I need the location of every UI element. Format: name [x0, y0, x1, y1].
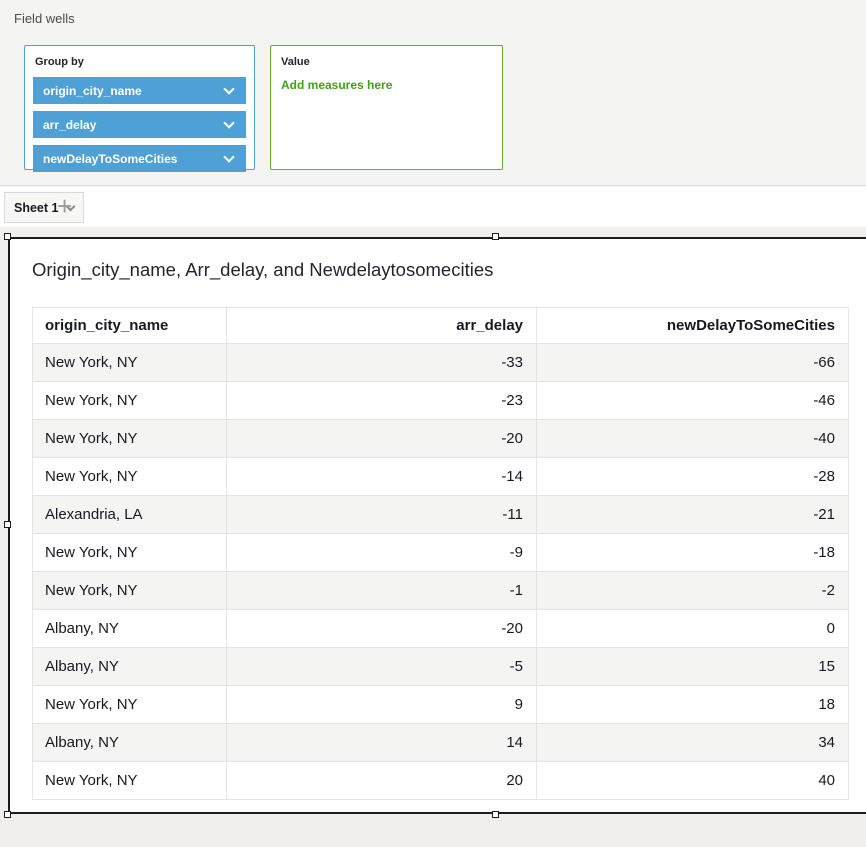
- field-pill-label: arr_delay: [43, 117, 97, 132]
- table-row: New York, NY 20 40: [32, 761, 849, 800]
- field-pill-label: origin_city_name: [43, 83, 142, 98]
- table-row: Alexandria, LA -11 -21: [32, 495, 849, 534]
- table-row: New York, NY -1 -2: [32, 571, 849, 610]
- cell-origin-city-name[interactable]: New York, NY: [32, 685, 227, 724]
- table-header-row: origin_city_name arr_delay newDelayToSom…: [32, 307, 849, 344]
- value-well[interactable]: Value Add measures here: [270, 45, 503, 170]
- cell-origin-city-name[interactable]: New York, NY: [32, 343, 227, 382]
- cell-arr-delay[interactable]: -33: [226, 343, 537, 382]
- cell-origin-city-name[interactable]: Albany, NY: [32, 723, 227, 762]
- table-row: New York, NY -9 -18: [32, 533, 849, 572]
- cell-arr-delay[interactable]: -23: [226, 381, 537, 420]
- field-pill-label: newDelayToSomeCities: [43, 151, 178, 166]
- cell-new-delay-to-some-cities[interactable]: -66: [536, 343, 849, 382]
- cell-arr-delay[interactable]: -11: [226, 495, 537, 534]
- field-wells-panel: Field wells Group by origin_city_name ar…: [0, 0, 866, 186]
- cell-origin-city-name[interactable]: New York, NY: [32, 571, 227, 610]
- add-measures-hint: Add measures here: [281, 78, 393, 92]
- resize-handle-mid-left[interactable]: [4, 520, 11, 528]
- sheet-tab-bar: Sheet 1 +: [0, 187, 866, 227]
- resize-handle-bottom-center[interactable]: [492, 811, 499, 818]
- cell-origin-city-name[interactable]: Alexandria, LA: [32, 495, 227, 534]
- table-row: New York, NY -14 -28: [32, 457, 849, 496]
- column-header-arr-delay[interactable]: arr_delay: [226, 307, 537, 344]
- cell-arr-delay[interactable]: 9: [226, 685, 537, 724]
- cell-arr-delay[interactable]: -5: [226, 647, 537, 686]
- sheet-tab-label: Sheet 1: [14, 200, 59, 215]
- cell-new-delay-to-some-cities[interactable]: -18: [536, 533, 849, 572]
- resize-handle-bottom-left[interactable]: [4, 811, 11, 818]
- cell-new-delay-to-some-cities[interactable]: 15: [536, 647, 849, 686]
- cell-arr-delay[interactable]: -14: [226, 457, 537, 496]
- chevron-down-icon[interactable]: [223, 151, 235, 163]
- cell-origin-city-name[interactable]: New York, NY: [32, 457, 227, 496]
- cell-new-delay-to-some-cities[interactable]: 34: [536, 723, 849, 762]
- group-by-well[interactable]: Group by origin_city_name arr_delay newD…: [24, 45, 255, 172]
- cell-new-delay-to-some-cities[interactable]: -28: [536, 457, 849, 496]
- cell-new-delay-to-some-cities[interactable]: -21: [536, 495, 849, 534]
- cell-arr-delay[interactable]: 20: [226, 761, 537, 800]
- chevron-down-icon[interactable]: [223, 117, 235, 129]
- table-visual[interactable]: Origin_city_name, Arr_delay, and Newdela…: [4, 233, 866, 818]
- cell-origin-city-name[interactable]: New York, NY: [32, 533, 227, 572]
- cell-arr-delay[interactable]: -20: [226, 419, 537, 458]
- cell-origin-city-name[interactable]: New York, NY: [32, 381, 227, 420]
- cell-arr-delay[interactable]: 14: [226, 723, 537, 762]
- add-sheet-button[interactable]: +: [57, 191, 73, 221]
- sheet-canvas: Origin_city_name, Arr_delay, and Newdela…: [0, 227, 866, 847]
- table-row: New York, NY -20 -40: [32, 419, 849, 458]
- table-row: New York, NY 9 18: [32, 685, 849, 724]
- cell-new-delay-to-some-cities[interactable]: -40: [536, 419, 849, 458]
- value-label: Value: [281, 56, 310, 68]
- cell-new-delay-to-some-cities[interactable]: -2: [536, 571, 849, 610]
- field-pill-arr-delay[interactable]: arr_delay: [33, 111, 246, 138]
- column-header-origin-city-name[interactable]: origin_city_name: [32, 307, 227, 344]
- resize-handle-top-center[interactable]: [492, 233, 499, 240]
- field-wells-title: Field wells: [14, 11, 75, 26]
- pivot-table: origin_city_name arr_delay newDelayToSom…: [32, 307, 849, 800]
- field-pill-new-delay-to-some-cities[interactable]: newDelayToSomeCities: [33, 145, 246, 172]
- cell-origin-city-name[interactable]: Albany, NY: [32, 609, 227, 648]
- table-row: New York, NY -23 -46: [32, 381, 849, 420]
- cell-arr-delay[interactable]: -20: [226, 609, 537, 648]
- table-row: Albany, NY 14 34: [32, 723, 849, 762]
- field-pill-origin-city-name[interactable]: origin_city_name: [33, 77, 246, 104]
- table-row: New York, NY -33 -66: [32, 343, 849, 382]
- cell-arr-delay[interactable]: -9: [226, 533, 537, 572]
- cell-origin-city-name[interactable]: Albany, NY: [32, 647, 227, 686]
- cell-new-delay-to-some-cities[interactable]: 18: [536, 685, 849, 724]
- cell-new-delay-to-some-cities[interactable]: 40: [536, 761, 849, 800]
- cell-origin-city-name[interactable]: New York, NY: [32, 761, 227, 800]
- group-by-label: Group by: [35, 56, 84, 68]
- cell-origin-city-name[interactable]: New York, NY: [32, 419, 227, 458]
- column-header-new-delay-to-some-cities[interactable]: newDelayToSomeCities: [536, 307, 849, 344]
- table-body: New York, NY -33 -66 New York, NY -23 -46 New …: [32, 343, 849, 800]
- cell-new-delay-to-some-cities[interactable]: 0: [536, 609, 849, 648]
- resize-handle-top-left[interactable]: [4, 233, 11, 240]
- cell-new-delay-to-some-cities[interactable]: -46: [536, 381, 849, 420]
- table-row: Albany, NY -20 0: [32, 609, 849, 648]
- tab-sheet-1[interactable]: Sheet 1: [4, 192, 85, 223]
- chevron-down-icon[interactable]: [223, 83, 235, 95]
- table-row: Albany, NY -5 15: [32, 647, 849, 686]
- visual-title[interactable]: Origin_city_name, Arr_delay, and Newdela…: [32, 259, 494, 280]
- cell-arr-delay[interactable]: -1: [226, 571, 537, 610]
